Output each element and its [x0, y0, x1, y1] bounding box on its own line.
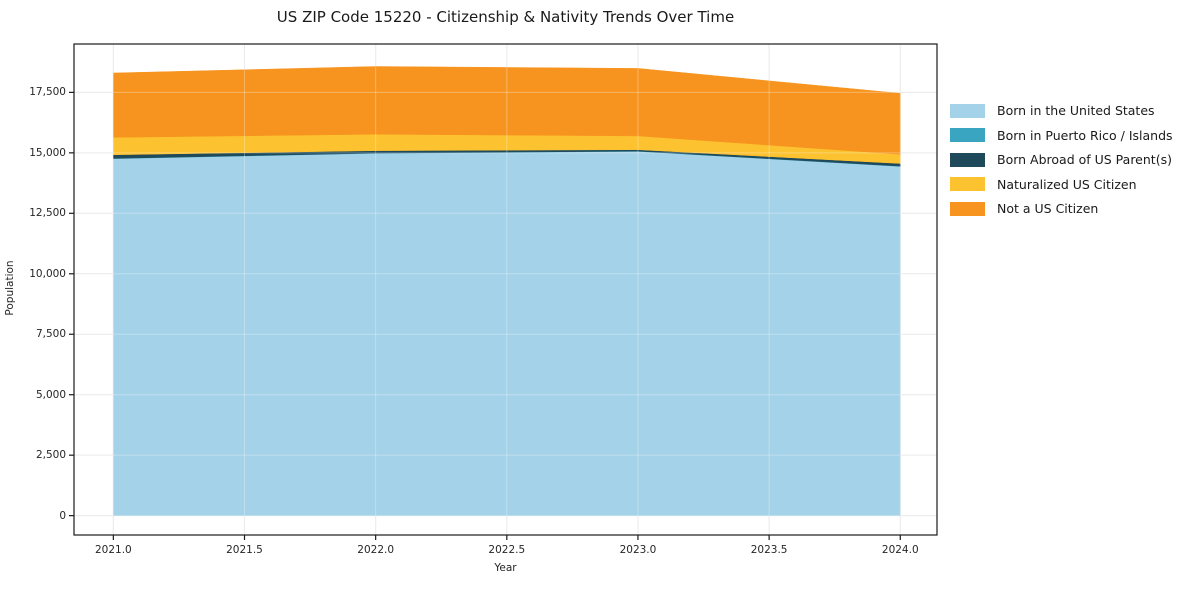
legend-label: Born in Puerto Rico / Islands [997, 127, 1173, 143]
legend-label: Born Abroad of US Parent(s) [997, 152, 1172, 167]
x-tick-label: 2022.0 [357, 544, 395, 556]
y-tick-label: 0 [59, 509, 66, 522]
x-tick-label: 2023.5 [750, 544, 788, 556]
legend-item-3: Naturalized US Citizen [950, 177, 1173, 192]
y-tick-label: 7,500 [35, 328, 66, 341]
chart-title: US ZIP Code 15220 - Citizenship & Nativi… [276, 8, 735, 26]
legend-swatch-icon [950, 103, 985, 118]
plot-frame [73, 43, 938, 536]
legend-item-1: Born in Puerto Rico / Islands [950, 128, 1173, 143]
x-axis-label: Year [494, 562, 517, 574]
legend-swatch-icon [950, 128, 985, 142]
y-axis-label: Population [4, 260, 16, 316]
y-tick-label: 12,500 [29, 207, 66, 220]
legend-label: Not a US Citizen [997, 201, 1099, 216]
y-tick-label: 5,000 [35, 388, 66, 401]
area-series-4 [113, 66, 901, 155]
x-tick-label: 2024.0 [881, 544, 919, 556]
y-tick-label: 2,500 [35, 449, 66, 462]
x-tick-label: 2023.0 [619, 544, 657, 556]
x-tick-label: 2022.5 [488, 544, 526, 556]
x-tick-label: 2021.5 [226, 544, 263, 556]
legend-item-0: Born in the United States [950, 103, 1173, 118]
y-tick-label: 17,500 [29, 86, 66, 99]
legend-label: Naturalized US Citizen [997, 176, 1137, 192]
x-tick-label: 2021.0 [94, 544, 132, 556]
y-tick-label: 10,000 [29, 267, 66, 280]
legend-swatch-icon [950, 201, 985, 216]
y-tick-label: 15,000 [29, 146, 66, 159]
legend-swatch-icon [950, 177, 985, 191]
legend: Born in the United States Born in Puerto … [950, 103, 1173, 216]
legend-swatch-icon [950, 152, 985, 167]
legend-label: Born in the United States [997, 103, 1155, 118]
legend-item-2: Born Abroad of US Parent(s) [950, 152, 1173, 167]
legend-item-4: Not a US Citizen [950, 201, 1173, 216]
